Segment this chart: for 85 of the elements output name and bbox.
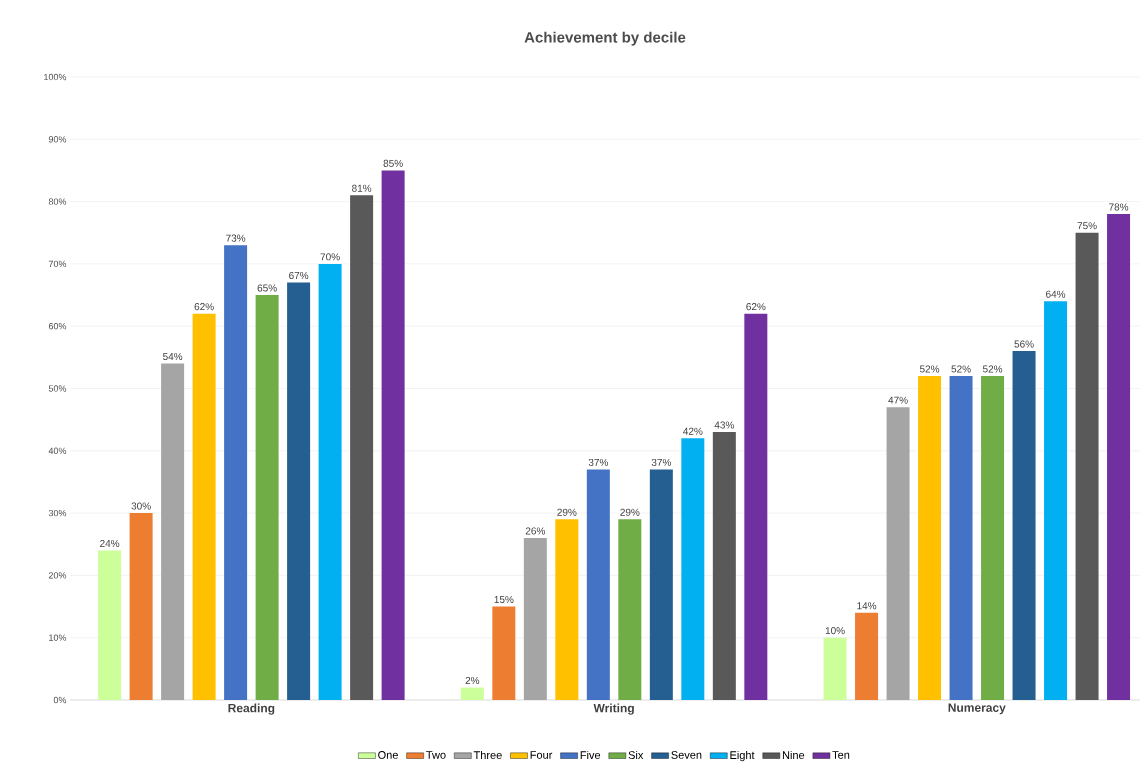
data-label: 26%: [525, 527, 545, 535]
bar: [649, 469, 673, 700]
bar: [618, 519, 642, 700]
data-label: 29%: [557, 508, 577, 516]
y-tick-label: 10%: [49, 634, 67, 641]
y-tick-label: 40%: [48, 447, 67, 454]
y-tick-label: 0%: [53, 696, 67, 704]
bar: [492, 606, 516, 700]
bar: [886, 407, 910, 700]
legend-label: Six: [628, 750, 644, 759]
data-label: 42%: [683, 427, 703, 435]
data-label: 73%: [226, 234, 246, 242]
bar: [681, 438, 705, 700]
legend-label: Ten: [832, 751, 850, 759]
data-label: 37%: [588, 458, 608, 466]
bar: [350, 195, 374, 700]
x-tick-label: Writing: [593, 703, 634, 715]
bar: [255, 295, 279, 700]
data-label: 24%: [100, 539, 120, 547]
bar: [918, 376, 942, 700]
bar: [129, 513, 153, 700]
legend-label: Five: [580, 750, 601, 759]
data-label: 30%: [131, 502, 151, 510]
bar: [381, 170, 405, 700]
bar: [1012, 351, 1036, 700]
data-label: 75%: [1077, 222, 1097, 230]
bar: [224, 245, 248, 700]
data-label: 15%: [494, 595, 514, 604]
bar: [1107, 214, 1131, 700]
data-label: 29%: [620, 508, 640, 516]
data-label: 67%: [289, 271, 309, 280]
data-label: 43%: [714, 421, 734, 429]
legend-label: Four: [530, 751, 553, 759]
bar: [460, 687, 484, 700]
data-label: 37%: [651, 458, 671, 466]
legend-label: Nine: [782, 750, 805, 759]
bar: [855, 612, 879, 700]
y-tick-label: 50%: [48, 385, 67, 392]
bar: [555, 519, 579, 700]
legend-label: Seven: [671, 751, 702, 759]
data-label: 64%: [1046, 290, 1066, 298]
data-label: 56%: [1014, 340, 1034, 348]
bar: [1075, 232, 1099, 700]
y-tick-label: 60%: [48, 323, 67, 330]
bar: [712, 432, 736, 700]
legend-label: One: [378, 751, 398, 759]
legend-label: Eight: [730, 750, 755, 762]
legend-label: Three: [473, 750, 502, 759]
bar: [1044, 301, 1068, 700]
bar: [192, 313, 216, 700]
bar: [318, 263, 342, 700]
chart-title: Achievement by decile: [524, 31, 686, 46]
data-label: 47%: [888, 396, 908, 404]
data-label: 52%: [982, 365, 1003, 373]
y-tick-label: 70%: [48, 260, 67, 268]
y-tick-label: 90%: [48, 136, 67, 143]
data-label: 81%: [352, 184, 372, 192]
bar: [586, 469, 610, 700]
data-label: 52%: [919, 365, 940, 373]
y-tick-label: 30%: [48, 509, 67, 517]
data-label: 52%: [951, 365, 971, 373]
x-tick-label: Reading: [228, 703, 275, 715]
bar: [98, 550, 122, 700]
bar: [287, 282, 311, 700]
x-tick-label: Numeracy: [948, 703, 1006, 715]
y-tick-label: 80%: [48, 198, 67, 205]
y-tick-label: 100%: [44, 73, 67, 81]
data-label: 65%: [257, 284, 277, 292]
data-label: 2%: [465, 676, 480, 685]
data-label: 85%: [383, 159, 403, 167]
data-label: 70%: [320, 253, 340, 261]
bar: [744, 313, 768, 700]
bar: [161, 363, 185, 700]
data-label: 62%: [194, 303, 214, 311]
legend-label: Two: [426, 751, 446, 759]
data-label: 78%: [1109, 203, 1129, 211]
bar: [981, 376, 1005, 700]
data-label: 54%: [163, 353, 183, 361]
bar: [949, 376, 973, 700]
data-label: 14%: [857, 602, 877, 610]
bar: [523, 538, 547, 700]
data-label: 10%: [825, 627, 845, 635]
data-label: 62%: [746, 303, 766, 311]
bar: [823, 637, 847, 700]
y-tick-label: 20%: [48, 572, 67, 579]
